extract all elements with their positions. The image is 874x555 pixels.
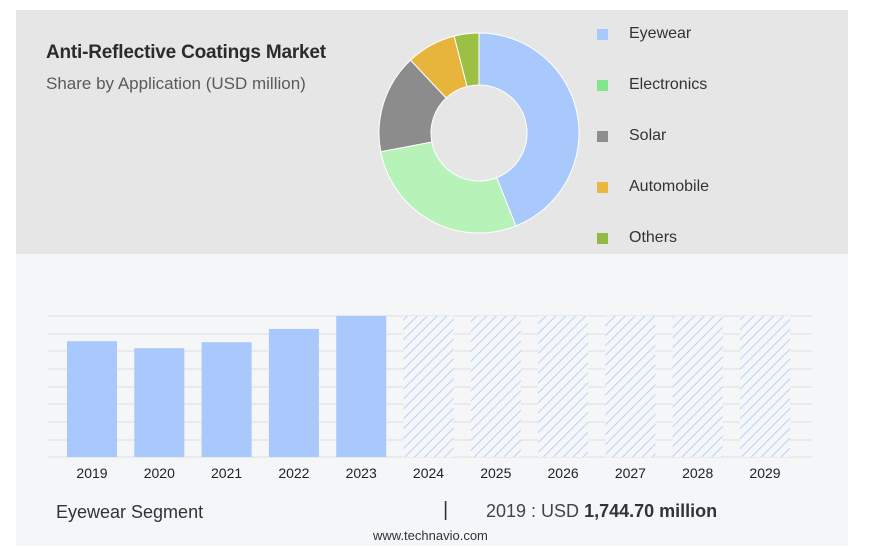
- bar-2020: [134, 348, 185, 457]
- donut-slice-electronics: [380, 141, 517, 234]
- x-tick-2024: 2024: [413, 465, 444, 481]
- legend-swatch: [597, 130, 608, 142]
- forecast-bar-2029: [740, 316, 790, 457]
- chart-title: Anti-Reflective Coatings Market: [46, 42, 326, 63]
- footer-separator: |: [443, 499, 449, 521]
- forecast-bar-2028: [672, 316, 723, 457]
- donut-slice-eyewear: [478, 32, 580, 227]
- bar-2022: [268, 328, 319, 457]
- x-tick-2026: 2026: [548, 465, 579, 481]
- legend-label: Eyewear: [629, 25, 692, 42]
- donut-chart: [378, 32, 580, 234]
- bar-2021: [201, 342, 252, 457]
- legend-label: Automobile: [629, 178, 710, 195]
- x-axis-ticks: 2019 2020 2021 2022 2023 2024 2025 2026 2027 2028…: [76, 465, 780, 481]
- x-tick-2022: 2022: [278, 465, 309, 481]
- x-tick-2023: 2023: [346, 465, 377, 481]
- x-tick-2020: 2020: [144, 465, 175, 481]
- forecast-bar-2026: [538, 316, 589, 457]
- legend-swatch: [597, 181, 608, 193]
- legend-item-others: Others: [597, 226, 677, 250]
- x-tick-2025: 2025: [480, 465, 511, 481]
- legend-swatch: [597, 232, 608, 244]
- footer-segment-label: Eyewear Segment: [56, 502, 204, 522]
- bar-chart: [67, 316, 790, 457]
- bar-2019: [67, 341, 117, 457]
- x-tick-2021: 2021: [211, 465, 242, 481]
- legend-item-eyewear: Eyewear: [597, 22, 691, 46]
- forecast-bar-2024: [403, 316, 454, 457]
- x-tick-2029: 2029: [749, 465, 780, 481]
- legend-item-automobile: Automobile: [597, 175, 709, 199]
- legend-item-solar: Solar: [597, 124, 666, 148]
- source-link[interactable]: www.technavio.com: [373, 528, 488, 543]
- legend-swatch: [597, 28, 608, 40]
- forecast-bar-2027: [605, 316, 656, 457]
- footer-value-amount: 1,744.70 million: [584, 501, 718, 521]
- legend-label: Others: [629, 229, 678, 246]
- donut-slice-others: [453, 32, 480, 88]
- legend-swatch: [597, 79, 608, 91]
- legend-label: Electronics: [629, 76, 708, 93]
- legend-item-electronics: Electronics: [597, 73, 707, 97]
- chart-subtitle: Share by Application (USD million): [46, 74, 306, 93]
- forecast-bar-2025: [470, 316, 521, 457]
- bar-2023: [336, 316, 387, 457]
- x-tick-2019: 2019: [76, 465, 107, 481]
- x-tick-2028: 2028: [682, 465, 713, 481]
- x-tick-2027: 2027: [615, 465, 646, 481]
- footer-value-prefix: 2019 : USD: [486, 501, 580, 521]
- legend-label: Solar: [629, 127, 667, 144]
- footer-value: 2019 : USD 1,744.70 million: [486, 501, 717, 522]
